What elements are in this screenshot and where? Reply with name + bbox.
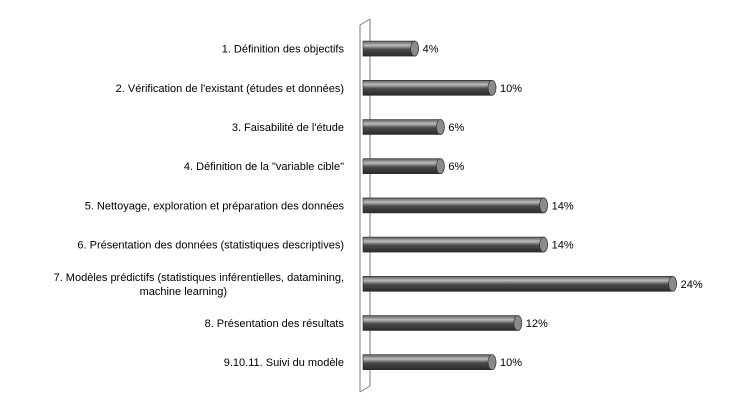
category-label-line: 6. Présentation des données (statistique… [77, 240, 344, 252]
category-label: 9.10.11. Suivi du modèle [224, 357, 344, 369]
category-label: 4. Définition de la "variable cible" [184, 161, 344, 173]
category-label: 7. Modèles prédictifs (statistiques infé… [54, 272, 344, 298]
bar-3 [362, 119, 445, 135]
bar-7 [362, 275, 677, 292]
value-label: 10% [500, 83, 522, 95]
bar-cap [539, 236, 548, 253]
bar-cap [513, 315, 523, 331]
category-label-line: 9.10.11. Suivi du modèle [224, 357, 344, 369]
bar-body [362, 354, 497, 370]
axis-wall-bottom [359, 385, 371, 393]
bar-cap [539, 197, 548, 214]
bar-cap [436, 158, 445, 174]
category-label: 6. Présentation des données (statistique… [77, 240, 344, 252]
bar-body [362, 119, 445, 135]
bar-cap [436, 119, 445, 135]
category-label: 3. Faisabilité de l'étude [232, 122, 344, 134]
value-label: 6% [448, 122, 464, 134]
category-label-line: 5. Nettoyage, exploration et préparation… [85, 200, 345, 212]
category-label: 5. Nettoyage, exploration et préparation… [85, 200, 345, 212]
bar-body [362, 158, 445, 174]
bar-body [362, 80, 497, 96]
bars [362, 40, 677, 371]
bar-6 [362, 236, 548, 253]
category-label-line: machine learning) [140, 286, 227, 298]
bar-body [362, 197, 548, 214]
bar-cap [668, 275, 677, 292]
bar-body [362, 276, 677, 292]
category-label-line: 4. Définition de la "variable cible" [184, 161, 344, 173]
category-label-line: 3. Faisabilité de l'étude [232, 122, 344, 134]
bar-body [362, 315, 523, 331]
value-labels: 4% 10% 6% 6% 14% 14% 24% 12% 10% [423, 44, 703, 370]
bar-body [362, 40, 419, 57]
value-label: 6% [448, 161, 464, 173]
bar-cap [487, 80, 497, 96]
category-label-line: 1. Définition des objectifs [222, 44, 345, 56]
bar-5 [362, 197, 548, 214]
category-label-line: 7. Modèles prédictifs (statistiques infé… [54, 272, 344, 284]
value-label: 14% [552, 240, 574, 252]
bar-cap [410, 40, 419, 57]
category-label-line: 8. Présentation des résultats [205, 318, 345, 330]
value-label: 10% [500, 357, 522, 369]
category-label-line: 2. Vérification de l'existant (études et… [116, 83, 344, 95]
bar-4 [362, 158, 445, 174]
bar-8 [362, 315, 523, 331]
category-label: 1. Définition des objectifs [222, 44, 345, 56]
value-label: 14% [552, 200, 574, 212]
bar-1 [362, 40, 419, 57]
bar-body [362, 236, 548, 253]
category-label: 2. Vérification de l'existant (études et… [116, 83, 344, 95]
axis-wall-top [359, 18, 371, 26]
value-label: 12% [526, 318, 548, 330]
value-label: 24% [681, 279, 703, 291]
bar-9 [362, 354, 497, 371]
category-labels: 1. Définition des objectifs 2. Vérificati… [54, 44, 345, 370]
bar-cap [487, 354, 497, 371]
bar-2 [362, 80, 497, 96]
value-label: 4% [423, 44, 439, 56]
category-label: 8. Présentation des résultats [205, 318, 345, 330]
